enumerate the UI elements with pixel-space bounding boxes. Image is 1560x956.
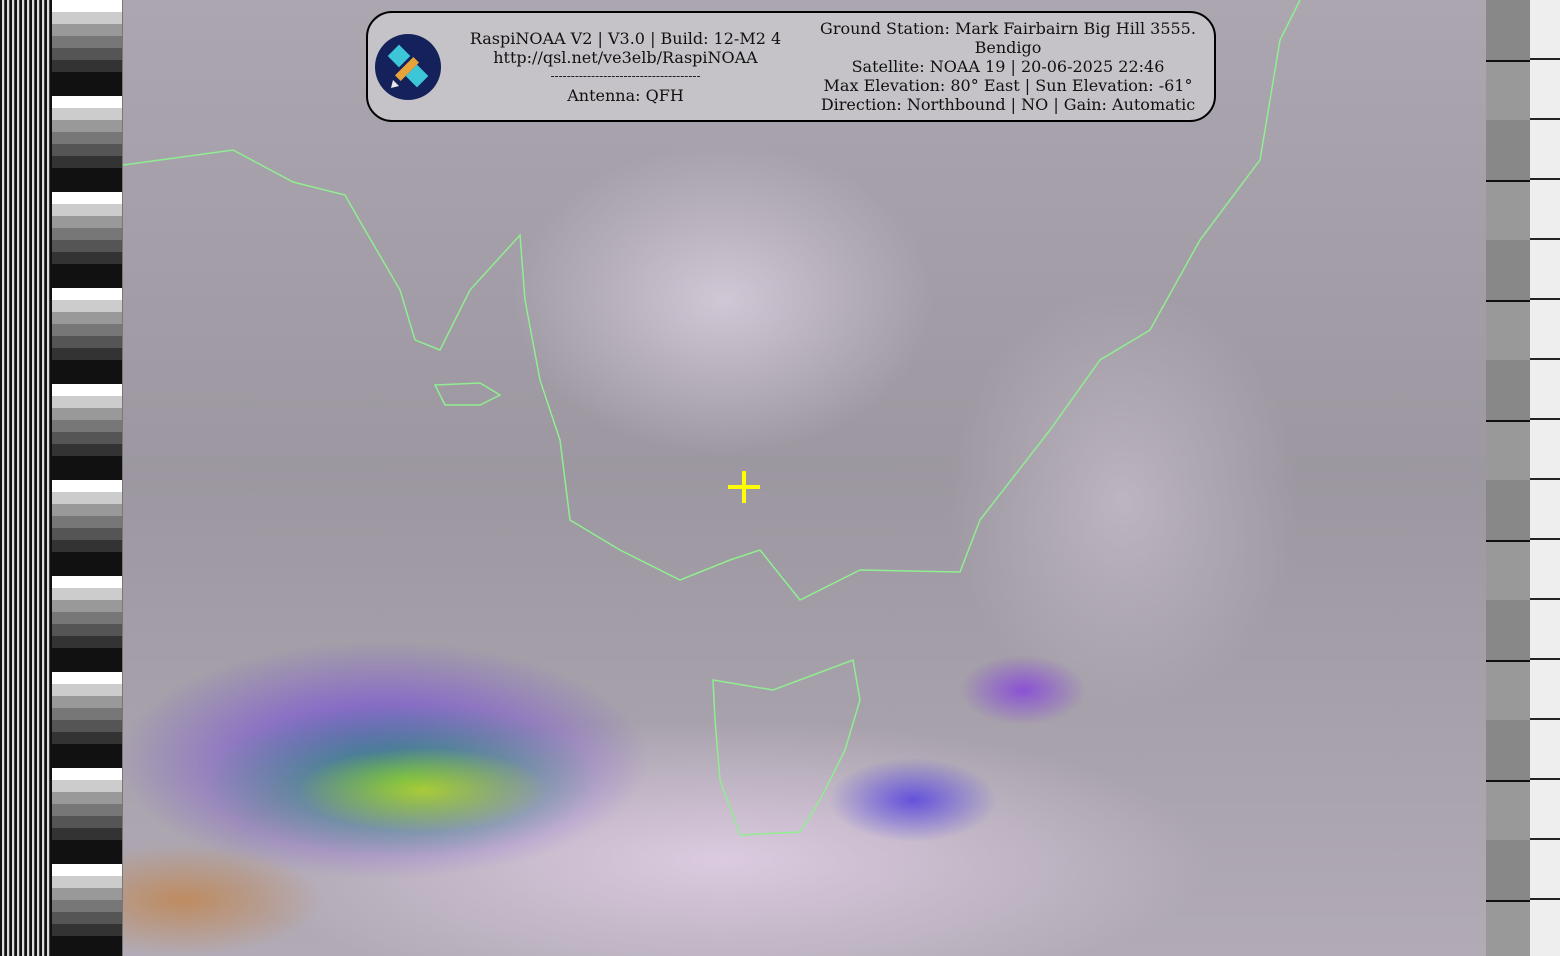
mainland-coastline [123, 0, 1301, 601]
software-version: RaspiNOAA V2 | V3.0 | Build: 12-M2 4 [469, 29, 782, 48]
telemetry-strip-left [0, 0, 123, 956]
elevation-info: Max Elevation: 80° East | Sun Elevation:… [823, 76, 1193, 95]
satellite-icon [375, 34, 441, 100]
ground-station-marker-icon [728, 471, 760, 503]
apt-image [123, 0, 1486, 956]
pass-info-banner: RaspiNOAA V2 | V3.0 | Build: 12-M2 4 htt… [366, 11, 1216, 122]
coastline-overlay [123, 0, 1301, 836]
project-url: http://qsl.net/ve3elb/RaspiNOAA [493, 48, 758, 67]
tasmania-coastline [712, 658, 861, 836]
antenna-info: Antenna: QFH [567, 86, 684, 105]
telemetry-strip-right [1486, 0, 1560, 956]
direction-info: Direction: Northbound | NO | Gain: Autom… [820, 95, 1196, 114]
satellite-pass: Satellite: NOAA 19 | 20-06-2025 22:46 [851, 57, 1165, 76]
ground-station-city: Bendigo [974, 38, 1042, 57]
kangaroo-island [433, 382, 502, 406]
ground-station: Ground Station: Mark Fairbairn Big Hill … [820, 19, 1196, 38]
separator: ------------------------------------- [550, 69, 701, 83]
